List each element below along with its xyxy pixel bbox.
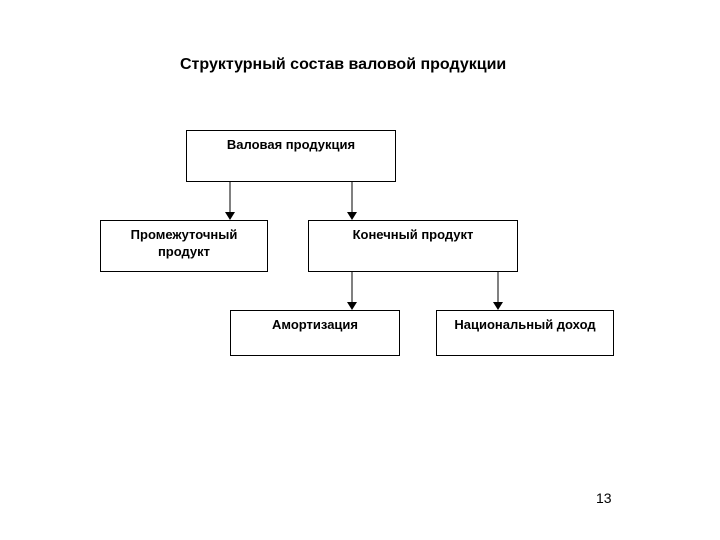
- diagram-node-amort: Амортизация: [230, 310, 400, 356]
- diagram-node-final: Конечный продукт: [308, 220, 518, 272]
- page-number: 13: [596, 490, 612, 506]
- page-title: Структурный состав валовой продукции: [180, 56, 506, 74]
- diagram-node-inter: Промежуточныйпродукт: [100, 220, 268, 272]
- arrowhead-icon: [347, 302, 357, 310]
- diagram-node-root: Валовая продукция: [186, 130, 396, 182]
- arrowhead-icon: [493, 302, 503, 310]
- arrowhead-icon: [347, 212, 357, 220]
- diagram-node-nat: Национальный доход: [436, 310, 614, 356]
- arrowhead-icon: [225, 212, 235, 220]
